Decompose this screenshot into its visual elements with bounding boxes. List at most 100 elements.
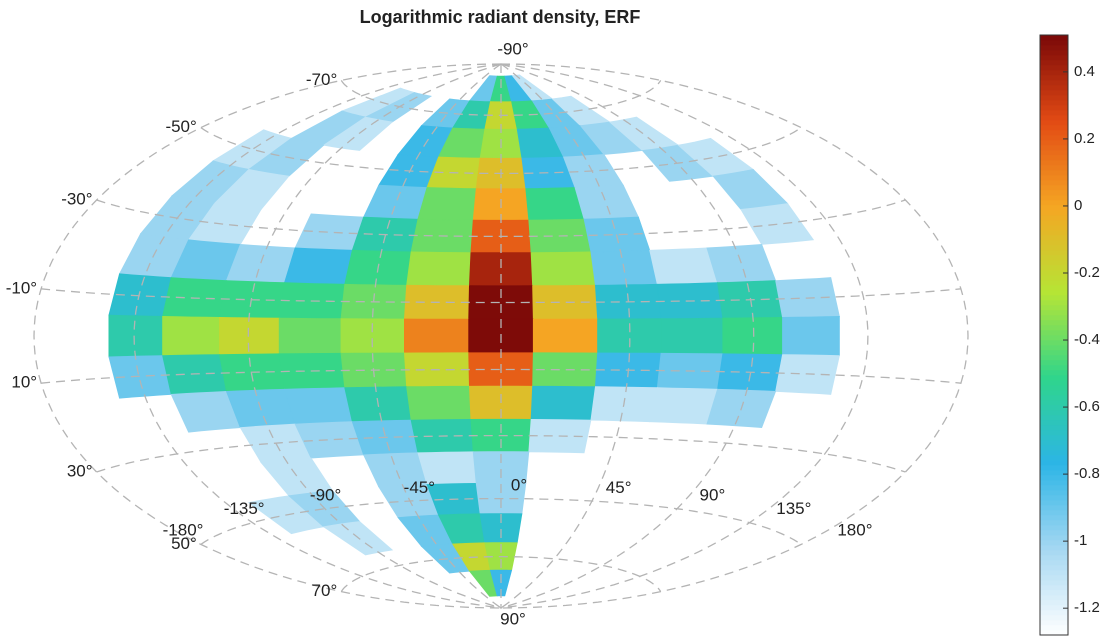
colorbar-swatch — [1040, 439, 1068, 446]
colorbar-swatch — [1040, 59, 1068, 66]
colorbar-swatch — [1040, 579, 1068, 586]
colorbar-swatch — [1040, 429, 1068, 436]
x-tick-label: 180° — [837, 520, 872, 539]
density-cell — [362, 184, 428, 220]
colorbar-swatch — [1040, 509, 1068, 516]
x-tick-label: 90° — [700, 485, 726, 504]
colorbar-swatch — [1040, 499, 1068, 506]
colorbar-swatch — [1040, 514, 1068, 521]
parallel — [41, 288, 961, 304]
colorbar-swatch — [1040, 444, 1068, 451]
density-cell — [162, 315, 220, 357]
colorbar-swatch — [1040, 224, 1068, 231]
colorbar-swatch — [1040, 379, 1068, 386]
colorbar-swatch — [1040, 534, 1068, 541]
colorbar-swatch — [1040, 594, 1068, 601]
colorbar-swatch — [1040, 479, 1068, 486]
density-cell — [283, 387, 353, 425]
density-cell — [406, 251, 472, 287]
colorbar-swatch — [1040, 124, 1068, 131]
colorbar-swatch — [1040, 334, 1068, 341]
colorbar-swatch — [1040, 99, 1068, 106]
colorbar-swatch — [1040, 464, 1068, 471]
graticule — [33, 63, 969, 609]
parallel — [96, 434, 906, 473]
colorbar-swatch — [1040, 39, 1068, 46]
density-cell — [489, 569, 513, 597]
colorbar-tick-label: -1.2 — [1074, 599, 1100, 616]
colorbar-swatch — [1040, 324, 1068, 331]
colorbar-swatch — [1040, 259, 1068, 266]
colorbar-swatch — [1040, 339, 1068, 346]
colorbar-swatch — [1040, 279, 1068, 286]
colorbar-swatch — [1040, 234, 1068, 241]
colorbar-swatch — [1040, 159, 1068, 166]
y-tick-label: -70° — [306, 70, 337, 89]
colorbar-swatch — [1040, 529, 1068, 536]
colorbar-swatch — [1040, 269, 1068, 276]
colorbar-swatch — [1040, 409, 1068, 416]
density-cell — [530, 251, 596, 287]
colorbar-swatch — [1040, 629, 1068, 636]
colorbar-frame — [1039, 34, 1069, 636]
colorbar-swatch — [1040, 564, 1068, 571]
colorbar-swatch — [1040, 559, 1068, 566]
colorbar-swatch — [1040, 134, 1068, 141]
colorbar-swatch — [1040, 374, 1068, 381]
colorbar-swatch — [1040, 394, 1068, 401]
colorbar-swatch — [1040, 539, 1068, 546]
density-cell — [722, 316, 783, 356]
colorbar-swatch — [1040, 44, 1068, 51]
meridian — [500, 63, 869, 609]
y-tick-label: 70° — [312, 581, 338, 600]
y-tick-label: 90° — [500, 609, 526, 628]
density-cell — [108, 314, 164, 358]
colorbar-swatch — [1040, 299, 1068, 306]
colorbar-swatch — [1040, 389, 1068, 396]
colorbar-swatch — [1040, 434, 1068, 441]
colorbar-swatch — [1040, 119, 1068, 126]
colorbar-swatch — [1040, 254, 1068, 261]
colorbar-swatch — [1040, 424, 1068, 431]
parallel — [200, 497, 802, 545]
colorbar: 0.4 0.2 0 -0.2 -0.4 -0.6 -0.8 -1 -1.2 — [1039, 34, 1100, 636]
meridian — [247, 63, 502, 609]
colorbar-swatch — [1040, 114, 1068, 121]
colorbar-swatch — [1040, 349, 1068, 356]
colorbar-swatch — [1040, 624, 1068, 631]
colorbar-swatch — [1040, 204, 1068, 211]
colorbar-swatch — [1040, 474, 1068, 481]
density-cell — [294, 213, 365, 251]
colorbar-swatch — [1040, 244, 1068, 251]
colorbar-tick-label: 0.4 — [1074, 63, 1095, 80]
colorbar-swatch — [1040, 69, 1068, 76]
density-cell — [219, 316, 280, 356]
colorbar-swatch — [1040, 169, 1068, 176]
parallel — [41, 368, 961, 384]
y-tick-label: -50° — [165, 117, 196, 136]
colorbar-swatch — [1040, 604, 1068, 611]
colorbar-swatch — [1040, 369, 1068, 376]
meridian — [371, 63, 502, 609]
colorbar-swatch — [1040, 84, 1068, 91]
colorbar-swatch — [1040, 359, 1068, 366]
colorbar-swatch — [1040, 459, 1068, 466]
colorbar-swatch — [1040, 189, 1068, 196]
x-tick-label: 0° — [511, 476, 527, 495]
colorbar-swatch — [1040, 174, 1068, 181]
colorbar-swatch — [1040, 494, 1068, 501]
colorbar-tick-label: -1 — [1074, 532, 1087, 549]
density-cell — [406, 385, 472, 421]
colorbar-swatch — [1040, 164, 1068, 171]
colorbar-swatch — [1040, 154, 1068, 161]
colorbar-swatch — [1040, 319, 1068, 326]
colorbar-tick-label: -0.8 — [1074, 465, 1100, 482]
colorbar-swatch — [1040, 209, 1068, 216]
density-cell — [712, 168, 789, 210]
density-cell — [322, 116, 394, 151]
colorbar-swatch — [1040, 194, 1068, 201]
colorbar-tick-label: -0.2 — [1074, 264, 1100, 281]
colorbar-tick-label: -0.6 — [1074, 398, 1100, 415]
colorbar-swatch — [1040, 404, 1068, 411]
colorbar-swatch — [1040, 419, 1068, 426]
